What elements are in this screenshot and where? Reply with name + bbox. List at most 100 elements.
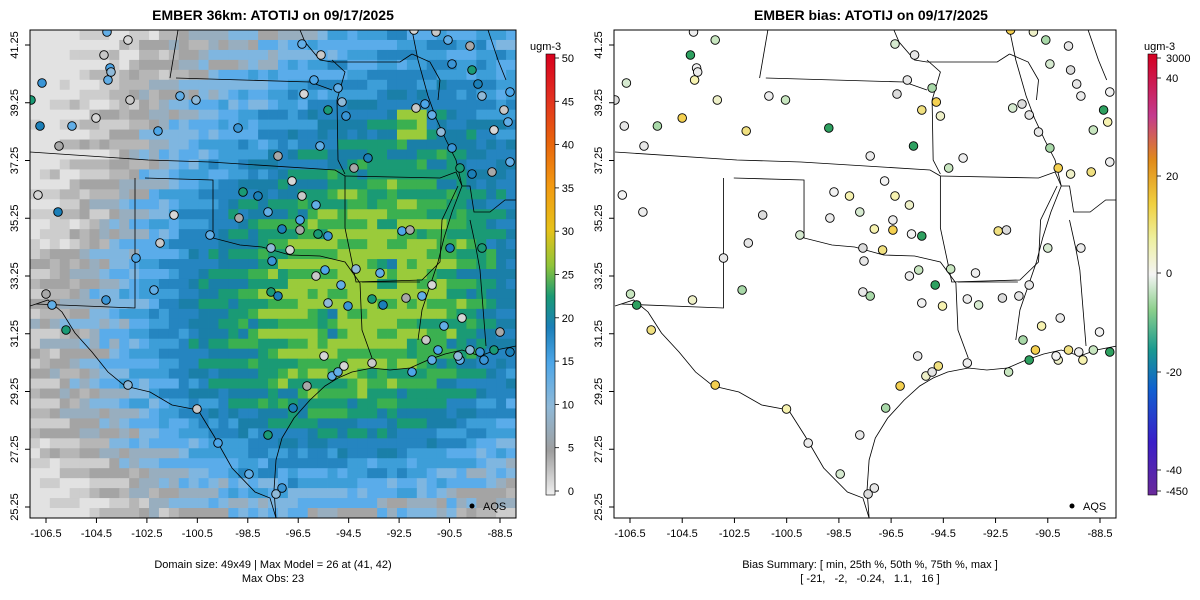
model-grid-cell <box>496 99 507 111</box>
colorbar-tick-label: 3000 <box>1166 53 1190 65</box>
model-grid-cell <box>307 358 319 370</box>
model-grid-cell <box>446 119 457 130</box>
model-grid-cell <box>367 249 378 260</box>
model-grid-cell <box>198 119 209 130</box>
model-grid-cell <box>119 269 130 280</box>
bias-site-marker <box>689 75 700 85</box>
model-grid-cell <box>327 219 338 230</box>
bias-site-marker <box>1017 99 1027 109</box>
model-grid-cell <box>129 288 140 300</box>
model-grid-cell <box>158 149 170 160</box>
model-grid-cell <box>347 388 358 399</box>
model-grid-cell <box>218 308 229 320</box>
model-grid-cell <box>337 129 348 140</box>
model-grid-cell <box>178 328 190 340</box>
model-grid-cell <box>297 119 309 130</box>
model-grid-cell <box>218 368 229 379</box>
model-grid-cell <box>39 139 51 150</box>
bias-site-marker <box>855 430 865 440</box>
model-grid-cell <box>228 89 239 101</box>
model-grid-cell <box>158 338 170 350</box>
model-grid-cell <box>307 338 319 350</box>
model-grid-cell <box>486 358 497 370</box>
model-grid-cell <box>268 498 279 509</box>
model-grid-cell <box>39 239 51 250</box>
model-grid-cell <box>307 69 319 81</box>
model-grid-cell <box>486 418 497 429</box>
model-grid-cell <box>357 269 368 280</box>
model-grid-cell <box>149 229 160 240</box>
model-grid-cell <box>218 338 229 350</box>
model-grid-cell <box>297 159 309 170</box>
model-grid-cell <box>268 69 279 81</box>
model-grid-cell <box>287 478 299 489</box>
model-grid-cell <box>129 378 140 389</box>
model-grid-cell <box>287 288 299 300</box>
model-grid-cell <box>109 49 120 61</box>
model-grid-cell <box>486 368 497 379</box>
model-grid-cell <box>496 438 507 449</box>
model-grid-cell <box>168 169 180 180</box>
model-grid-cell <box>258 99 269 111</box>
model-grid-cell <box>49 488 61 499</box>
model-grid-cell <box>248 448 259 459</box>
model-grid-cell <box>307 408 319 419</box>
model-grid-cell <box>416 149 428 160</box>
model-grid-cell <box>347 89 358 101</box>
model-grid-cell <box>406 478 418 489</box>
model-grid-cell <box>218 109 229 121</box>
bias-site-marker <box>962 358 973 368</box>
model-grid-cell <box>337 119 348 130</box>
model-grid-cell <box>506 30 516 41</box>
model-grid-cell <box>456 398 467 409</box>
aqs-site-marker <box>367 358 377 368</box>
model-grid-cell <box>178 79 190 91</box>
model-grid-cell <box>49 338 61 350</box>
model-grid-cell <box>228 249 239 260</box>
model-grid-cell <box>337 308 348 320</box>
model-grid-cell <box>30 278 41 290</box>
model-grid-cell <box>307 209 319 220</box>
model-grid-cell <box>406 388 418 399</box>
model-grid-cell <box>218 478 229 489</box>
aqs-site-marker <box>266 287 276 297</box>
model-grid-cell <box>327 119 338 130</box>
model-grid-cell <box>277 179 289 190</box>
model-grid-cell <box>39 169 51 180</box>
model-grid-cell <box>79 428 90 439</box>
model-grid-cell <box>69 30 80 41</box>
model-grid-cell <box>426 348 438 360</box>
model-grid-cell <box>327 298 338 310</box>
model-grid-cell <box>139 278 150 290</box>
model-grid-cell <box>476 169 487 180</box>
model-grid-cell <box>178 388 190 399</box>
model-grid-cell <box>317 418 328 429</box>
model-grid-cell <box>39 109 51 121</box>
bias-site-marker <box>904 200 915 210</box>
model-grid-cell <box>327 438 338 449</box>
lon-tick-label: -102.5 <box>719 528 750 540</box>
model-grid-cell <box>486 109 497 121</box>
model-grid-cell <box>337 199 348 210</box>
model-grid-cell <box>268 358 279 370</box>
model-grid-cell <box>208 149 219 160</box>
model-grid-cell <box>436 169 447 180</box>
model-grid-cell <box>119 418 130 429</box>
aqs-site-marker <box>378 300 388 310</box>
model-grid-cell <box>238 69 249 81</box>
model-grid-cell <box>218 229 229 240</box>
model-grid-cell <box>238 259 249 270</box>
model-grid-cell <box>39 308 51 320</box>
model-grid-cell <box>416 448 428 459</box>
model-grid-cell <box>238 169 249 180</box>
model-grid-cell <box>228 199 239 210</box>
model-grid-cell <box>119 179 130 190</box>
model-grid-cell <box>228 328 239 340</box>
model-grid-cell <box>178 189 190 200</box>
model-grid-cell <box>139 109 150 121</box>
model-grid-cell <box>139 219 150 230</box>
model-grid-cell <box>297 99 309 111</box>
model-grid-cell <box>396 39 408 51</box>
bias-site-marker <box>743 238 754 248</box>
model-grid-cell <box>39 229 51 240</box>
